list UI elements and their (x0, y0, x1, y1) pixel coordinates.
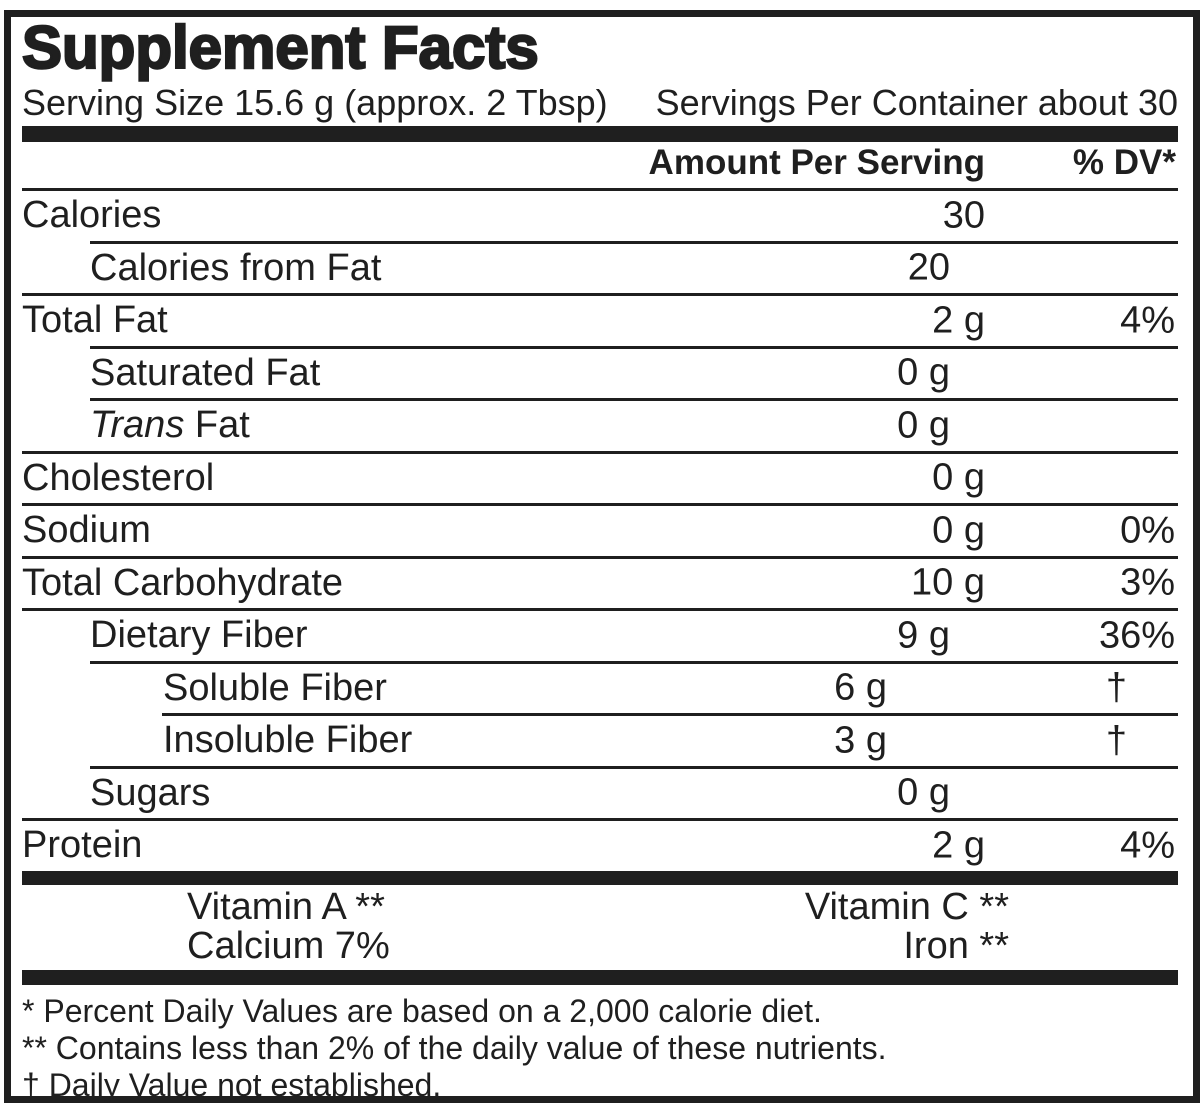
daily-value: 4% (1120, 824, 1175, 867)
daily-value: † (1105, 666, 1127, 709)
hairline-divider (90, 660, 1178, 664)
column-header-row: Amount Per Serving % DV* (22, 142, 1178, 191)
nutrient-table: Calories 30 Calories from Fat 20 Total Fat 2 … (22, 191, 1178, 871)
thick-divider-bottom (22, 969, 1178, 985)
percent-dv-header: % DV* (1072, 143, 1176, 182)
servings-per-container-text: Servings Per Container about 30 (655, 82, 1178, 123)
hairline-divider (90, 398, 1178, 401)
nutrient-label: Dietary Fiber (90, 614, 308, 657)
row-dietary-fiber: Dietary Fiber 9 g 36% (22, 611, 1178, 661)
micronutrient-row: Calcium 7% Iron ** (187, 924, 1009, 967)
amount-value: 0 g (897, 404, 950, 447)
nutrient-label: Trans Fat (90, 404, 250, 447)
label-panel: Supplement Facts Serving Size 15.6 g (ap… (4, 10, 1200, 1103)
hairline-divider (22, 555, 1178, 559)
hairline-divider (90, 345, 1178, 349)
row-insoluble-fiber: Insoluble Fiber 3 g † (22, 716, 1178, 766)
hairline-divider (90, 240, 1178, 244)
hairline-divider (22, 818, 1178, 821)
nutrient-label: Cholesterol (22, 456, 215, 499)
nutrient-label: Insoluble Fiber (163, 719, 413, 762)
row-calories-from-fat: Calories from Fat 20 (22, 244, 1178, 294)
serving-info-row: Serving Size 15.6 g (approx. 2 Tbsp) Ser… (22, 84, 1178, 122)
nutrient-label: Soluble Fiber (163, 666, 387, 709)
micronutrient-section: Vitamin A ** Vitamin C ** Calcium 7% Iron *… (22, 885, 1178, 967)
nutrient-label: Total Carbohydrate (22, 561, 344, 604)
row-sodium: Sodium 0 g 0% (22, 506, 1178, 556)
row-total-carbohydrate: Total Carbohydrate 10 g 3% (22, 559, 1178, 609)
hairline-divider (90, 765, 1178, 769)
hairline-divider (22, 450, 1178, 454)
nutrient-label: Protein (22, 824, 143, 867)
row-saturated-fat: Saturated Fat 0 g (22, 349, 1178, 399)
hairline-divider (22, 503, 1178, 506)
daily-value: † (1105, 719, 1127, 762)
row-sugars: Sugars 0 g (22, 769, 1178, 819)
amount-value: 10 g (911, 561, 985, 604)
micronutrient-left: Calcium 7% (187, 924, 390, 967)
row-trans-fat: Trans Fat 0 g (22, 401, 1178, 451)
hairline-divider (162, 713, 1178, 716)
row-calories: Calories 30 (22, 191, 1178, 241)
amount-value: 20 (907, 246, 950, 289)
amount-value: 6 g (834, 666, 887, 709)
row-protein: Protein 2 g 4% (22, 821, 1178, 871)
amount-value: 3 g (834, 719, 887, 762)
amount-value: 0 g (897, 351, 950, 394)
thick-divider-middle (22, 870, 1178, 885)
nutrient-label: Sugars (90, 771, 211, 814)
nutrient-label: Calories from Fat (90, 246, 382, 289)
footnotes-section: * Percent Daily Values are based on a 2,… (22, 993, 1178, 1104)
hairline-divider (22, 608, 1178, 611)
nutrient-label: Calories (22, 194, 162, 237)
footnote-line: ** Contains less than 2% of the daily va… (22, 1029, 887, 1066)
row-total-fat: Total Fat 2 g 4% (22, 296, 1178, 346)
amount-per-serving-header: Amount Per Serving (648, 143, 985, 182)
nutrient-label: Saturated Fat (90, 351, 321, 394)
daily-value: 4% (1120, 299, 1175, 342)
daily-value: 0% (1120, 509, 1175, 552)
amount-value: 2 g (932, 824, 985, 867)
daily-value: 3% (1120, 561, 1175, 604)
amount-value: 0 g (932, 456, 985, 499)
micronutrient-left: Vitamin A ** (187, 885, 385, 928)
page-title: Supplement Facts (21, 14, 540, 81)
micronutrient-row: Vitamin A ** Vitamin C ** (187, 885, 1009, 928)
micronutrient-right: Iron ** (903, 924, 1009, 967)
footnote-line: * Percent Daily Values are based on a 2,… (22, 992, 822, 1029)
row-soluble-fiber: Soluble Fiber 6 g † (22, 664, 1178, 714)
row-cholesterol: Cholesterol 0 g (22, 454, 1178, 504)
amount-value: 9 g (897, 614, 950, 657)
serving-size-text: Serving Size 15.6 g (approx. 2 Tbsp) (22, 82, 608, 123)
amount-value: 0 g (897, 771, 950, 814)
micronutrient-right: Vitamin C ** (804, 885, 1009, 928)
amount-value: 2 g (932, 299, 985, 342)
hairline-divider (22, 293, 1178, 296)
footnote-line: † Daily Value not established. (22, 1066, 442, 1103)
nutrient-label: Sodium (22, 509, 151, 552)
amount-value: 0 g (932, 509, 985, 552)
thick-divider-top (22, 126, 1178, 142)
amount-value: 30 (942, 194, 985, 237)
nutrient-label: Total Fat (22, 299, 168, 342)
daily-value: 36% (1098, 614, 1175, 657)
